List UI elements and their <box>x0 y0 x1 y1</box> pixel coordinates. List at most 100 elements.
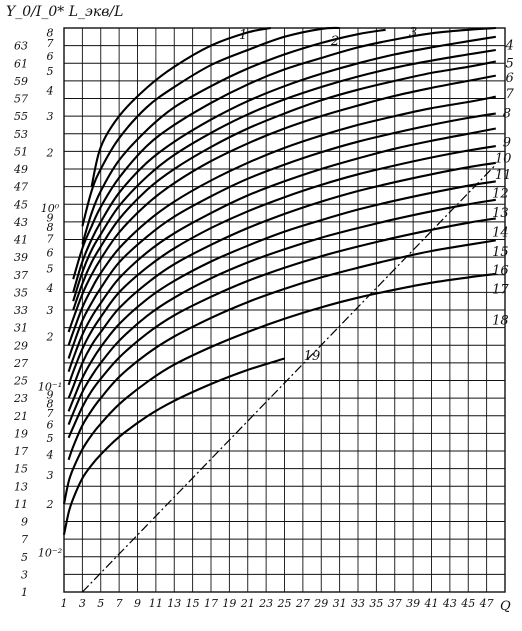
curve-label: 13 <box>492 206 509 221</box>
log-scale-label: 8 <box>47 26 54 39</box>
curve-label: 19 <box>304 349 321 364</box>
log-scale-label: 10⁰ <box>41 202 60 215</box>
x-tick-label: 41 <box>424 597 439 610</box>
curve-8 <box>67 74 497 333</box>
log-scale-label: 6 <box>47 50 54 63</box>
y-tick-label: 13 <box>14 480 28 493</box>
curve-16 <box>67 217 496 439</box>
log-scale-label: 5 <box>47 65 54 78</box>
x-tick-label: 43 <box>442 597 457 610</box>
labels: 1 3 5 7 9 11 13 15 17 19 21 23 25 27 29 31 33 35 37 39 41 43 4… <box>13 25 514 610</box>
x-tick-label: 11 <box>149 597 163 610</box>
x-tick-label: 15 <box>186 597 200 610</box>
curve-9 <box>67 95 497 346</box>
x-tick-label: 31 <box>333 597 347 610</box>
y-tick-label: 9 <box>21 516 28 529</box>
curve-6 <box>72 48 496 302</box>
curve-label: 8 <box>503 106 511 121</box>
plot-frame <box>63 27 506 593</box>
curve-label: 17 <box>492 283 509 298</box>
reference-line <box>81 164 497 593</box>
curve-1 <box>90 26 271 187</box>
y-tick-label: 57 <box>14 93 28 106</box>
x-tick-label: 33 <box>351 597 365 610</box>
y-tick-label: 47 <box>13 181 28 194</box>
curve-18 <box>62 272 496 505</box>
y-tick-label: 19 <box>14 427 28 440</box>
y-tick-label: 59 <box>14 75 28 88</box>
y-tick-label: 29 <box>13 339 28 352</box>
curve-7 <box>72 60 497 311</box>
y-tick-label: 63 <box>14 40 28 53</box>
x-axis-label: Q <box>500 599 511 614</box>
x-tick-label: 45 <box>460 597 475 610</box>
y-tick-label: 51 <box>14 145 28 158</box>
curve-2 <box>81 26 340 227</box>
curve-13 <box>67 161 496 399</box>
y-tick-label: 23 <box>13 392 28 405</box>
y-tick-label: 15 <box>14 463 28 476</box>
y-tick-label: 17 <box>14 445 28 458</box>
curve-11 <box>67 127 496 373</box>
log-scale-label: 4 <box>46 282 54 295</box>
log-scale-label: 2 <box>46 146 54 159</box>
y-tick-label: 3 <box>21 568 28 581</box>
x-tick-label: 23 <box>258 597 273 610</box>
curve-label: 9 <box>503 136 511 151</box>
log-scale-label: 3 <box>47 469 54 482</box>
log-scale-label: 3 <box>47 110 54 123</box>
curve-label: 14 <box>492 225 509 240</box>
x-tick-label: 37 <box>388 597 402 610</box>
curve-label: 16 <box>492 263 509 278</box>
log-scale-label: 6 <box>47 247 54 260</box>
y-tick-label: 43 <box>13 216 28 229</box>
log-scale-label: 5 <box>47 263 54 276</box>
y-tick-label: 7 <box>21 533 28 546</box>
x-tick-label: 9 <box>134 597 141 610</box>
y-tick-label: 37 <box>14 269 28 282</box>
x-tick-label: 39 <box>406 597 420 610</box>
y-tick-label: 25 <box>13 375 28 388</box>
log-scale-label: 8 <box>47 221 54 234</box>
x-tick-label: 1 <box>61 597 68 610</box>
log-scale-label: 10⁻² <box>38 546 62 559</box>
y-tick-label: 53 <box>14 128 28 141</box>
curve-17 <box>67 239 496 461</box>
y-tick-label: 33 <box>14 304 28 317</box>
y-tick-label: 31 <box>14 322 28 335</box>
x-tick-label: 29 <box>313 597 328 610</box>
curve-label: 12 <box>492 187 509 202</box>
x-tick-label: 35 <box>369 597 383 610</box>
log-scale-label: 2 <box>46 498 54 511</box>
x-tick-label: 17 <box>204 597 218 610</box>
log-scale-label: 9 <box>47 211 54 224</box>
curve-label: 11 <box>495 168 512 183</box>
curve-label: 15 <box>492 245 509 260</box>
y-tick-label: 39 <box>14 251 28 264</box>
curve-14 <box>67 180 496 412</box>
curve-label: 1 <box>239 28 247 43</box>
y-tick-label: 11 <box>14 498 28 511</box>
log-scale-label: 8 <box>47 397 54 410</box>
curve-label: 6 <box>505 71 513 86</box>
y-tick-label: 27 <box>13 357 28 370</box>
curve-12 <box>67 145 496 386</box>
y-tick-label: 41 <box>13 234 28 247</box>
x-tick-label: 27 <box>295 597 310 610</box>
curve-label: 4 <box>504 39 513 54</box>
curves <box>62 26 497 593</box>
y-tick-label: 21 <box>13 410 28 423</box>
y-tick-label: 1 <box>21 586 28 599</box>
log-scale-label: 3 <box>47 304 54 317</box>
log-scale-label: 7 <box>47 233 54 246</box>
log-scale-label: 6 <box>47 419 54 432</box>
y-tick-label: 45 <box>13 198 28 211</box>
x-tick-label: 13 <box>167 597 181 610</box>
curve-3 <box>81 28 386 245</box>
y-tick-label: 55 <box>14 110 28 123</box>
curve-label: 7 <box>505 87 514 102</box>
y-tick-label: 49 <box>13 163 28 176</box>
log-scale-label: 7 <box>47 407 54 420</box>
curve-10 <box>67 112 496 359</box>
y-axis-label: Υ_0/I_0* L_экв/L <box>6 4 123 20</box>
